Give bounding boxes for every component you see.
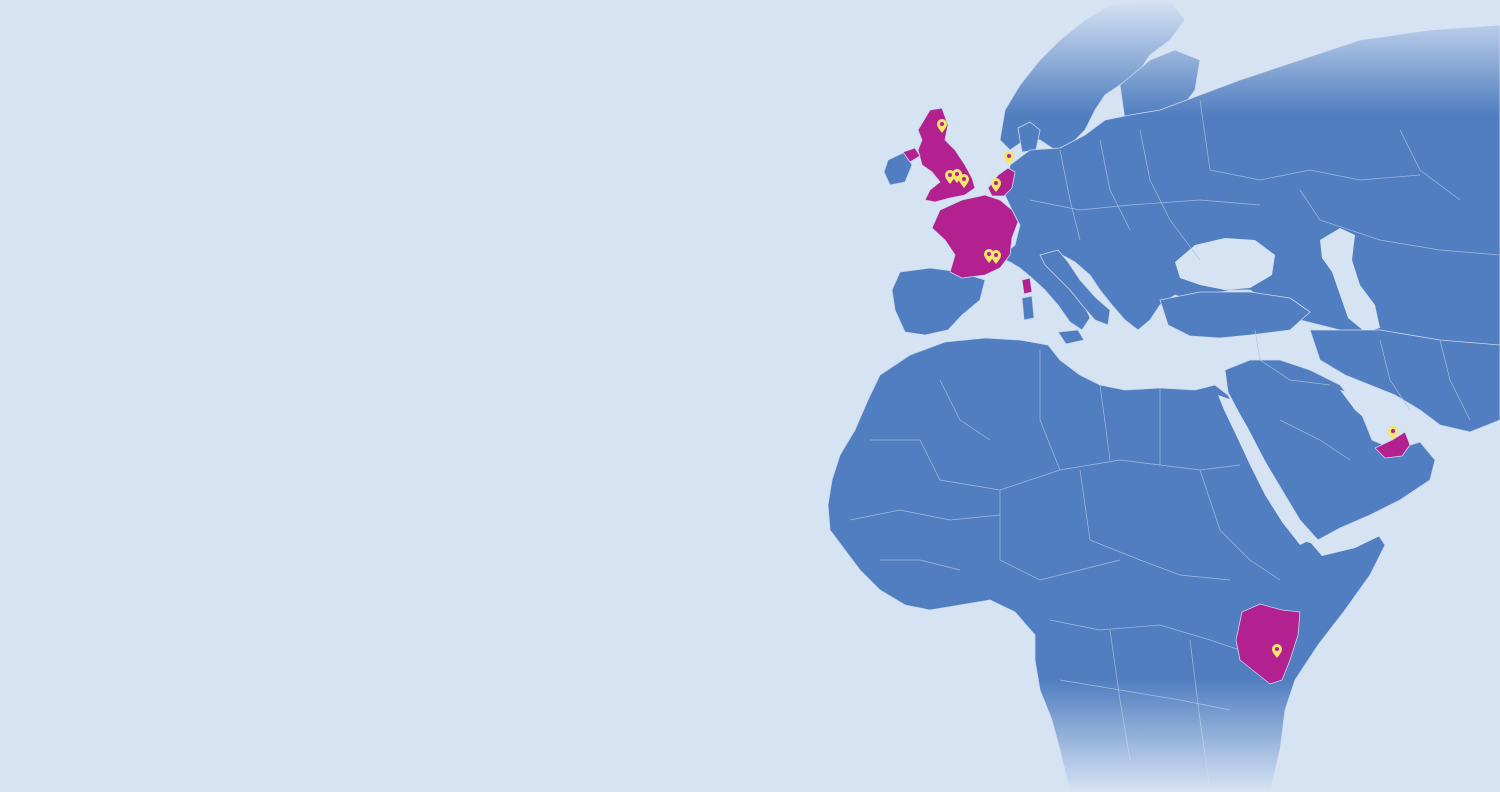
- bottom-fade-overlay: [790, 680, 1500, 792]
- map-pin-hole: [1391, 429, 1395, 433]
- top-fade-overlay: [790, 0, 1500, 115]
- marker-brussels[interactable]: [991, 178, 1001, 192]
- map-pin-hole: [955, 172, 959, 176]
- country-united-arab-emirates[interactable]: [1374, 431, 1411, 459]
- location-markers: [937, 119, 1398, 658]
- persian-gulf: [1340, 390, 1420, 440]
- sardinia[interactable]: [1021, 295, 1035, 321]
- country-kenya[interactable]: [1235, 603, 1301, 685]
- caspian-sea: [1320, 228, 1380, 332]
- map-pin-hole: [948, 173, 952, 177]
- map-pin-hole: [994, 181, 998, 185]
- map-pin-hole: [987, 252, 991, 256]
- marker-london-east[interactable]: [959, 174, 969, 188]
- map-pin-hole: [1275, 647, 1279, 651]
- map-pin-hole: [940, 122, 944, 126]
- black-sea: [1175, 238, 1275, 290]
- turkey[interactable]: [1159, 291, 1311, 339]
- marker-edinburgh[interactable]: [937, 119, 947, 133]
- marker-dubai[interactable]: [1388, 426, 1398, 440]
- red-sea: [1218, 395, 1310, 545]
- marker-amsterdam[interactable]: [1004, 151, 1014, 165]
- country-corsica[interactable]: [1021, 277, 1033, 295]
- italy[interactable]: [1039, 249, 1111, 326]
- marker-marseille[interactable]: [991, 250, 1001, 264]
- marker-montpellier[interactable]: [984, 249, 994, 263]
- map-pin-hole: [1007, 154, 1011, 158]
- northern-ireland[interactable]: [902, 147, 921, 163]
- denmark[interactable]: [1017, 121, 1041, 153]
- gulf-of-aden: [1310, 525, 1382, 556]
- map-pin-hole: [962, 177, 966, 181]
- map-pin-hole: [994, 253, 998, 257]
- marker-nairobi[interactable]: [1272, 644, 1282, 658]
- sicily[interactable]: [1057, 329, 1085, 345]
